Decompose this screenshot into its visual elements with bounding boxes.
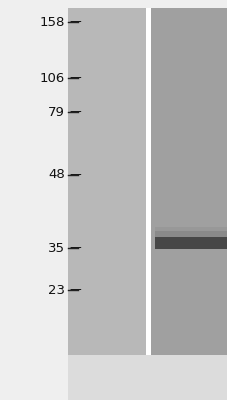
Text: —: — [69, 242, 80, 254]
Text: —: — [69, 106, 80, 118]
Bar [154, 237, 227, 249]
Text: 23: 23 [48, 284, 65, 296]
Text: 79: 79 [48, 106, 65, 118]
Bar [149, 8, 227, 355]
Text: 106: 106 [39, 72, 65, 84]
Text: 48: 48 [48, 168, 65, 182]
Bar [154, 231, 227, 249]
Bar [154, 227, 227, 249]
Bar [145, 8, 150, 355]
Text: —: — [69, 168, 80, 182]
Text: —: — [69, 72, 80, 84]
Text: —: — [69, 16, 80, 28]
Text: 35: 35 [48, 242, 65, 254]
Bar [68, 355, 227, 400]
Text: 158: 158 [39, 16, 65, 28]
Text: —: — [69, 284, 80, 296]
Bar [68, 8, 145, 355]
